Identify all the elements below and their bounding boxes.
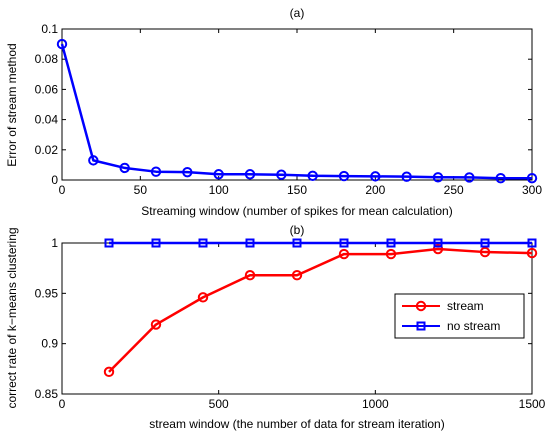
- y-tick-label: 0.02: [35, 143, 59, 157]
- data-point: [245, 238, 255, 248]
- y-tick-label: 0.08: [35, 52, 59, 66]
- y-tick-label: 0: [51, 173, 58, 187]
- y-tick-label: 1: [51, 236, 58, 250]
- y-tick-label: 0.85: [35, 387, 59, 401]
- data-point: [433, 238, 443, 248]
- chart-b-ylabel: correct rate of k−means clustering: [5, 227, 19, 408]
- series-line: [60, 43, 532, 180]
- data-point: [182, 166, 193, 178]
- data-point: [119, 162, 130, 174]
- x-tick-label: 200: [365, 183, 385, 197]
- y-tick-label: 0.9: [41, 337, 58, 351]
- y-tick-label: 0.1: [41, 22, 58, 36]
- data-point: [338, 170, 350, 182]
- data-point: [88, 155, 99, 166]
- data-point: [56, 38, 68, 50]
- series-line: [108, 247, 533, 373]
- x-tick-label: 150: [287, 183, 307, 197]
- data-point: [291, 270, 303, 281]
- y-tick-label: 0.04: [35, 113, 59, 127]
- chart-a-title: (a): [290, 6, 305, 20]
- data-point: [244, 270, 256, 281]
- x-tick-label: 50: [134, 183, 148, 197]
- data-point: [307, 170, 318, 181]
- legend-label-no-stream: no stream: [447, 319, 500, 333]
- legend-marker-stream: [415, 300, 427, 312]
- chart-b-title: (b): [290, 223, 305, 237]
- data-point: [198, 238, 208, 248]
- chart-a-xlabel: Streaming window (number of spikes for m…: [141, 204, 452, 218]
- y-tick-label: 0.95: [35, 286, 59, 300]
- chart-a-ylabel: Error of stream method: [5, 43, 19, 166]
- data-point: [480, 238, 490, 248]
- data-point: [150, 166, 162, 177]
- x-tick-label: 250: [444, 183, 464, 197]
- data-point: [151, 238, 161, 248]
- data-point: [276, 169, 287, 180]
- chart-a-ticks: 0 50 100 150 200 250 300 0 0.02 0.04 0.06 0.08 0.1: [35, 22, 543, 197]
- data-point: [526, 172, 538, 184]
- x-tick-label: 500: [209, 397, 229, 411]
- x-tick-label: 0: [59, 183, 66, 197]
- data-point: [292, 238, 302, 248]
- legend-marker-no-stream: [416, 321, 426, 331]
- chart-b: (b) 0 500 1000 1500 0.85 0.9 0.95 1 stream wind…: [5, 223, 546, 431]
- data-point: [526, 247, 538, 259]
- data-point: [197, 292, 209, 303]
- x-tick-label: 0: [59, 397, 66, 411]
- legend-box: [394, 293, 525, 339]
- data-point: [213, 169, 224, 180]
- legend-entry-stream: stream: [402, 299, 484, 313]
- data-point: [432, 172, 444, 183]
- data-point: [527, 238, 537, 248]
- data-point: [338, 248, 350, 260]
- x-tick-label: 100: [209, 183, 229, 197]
- chart-a: (a) 0 50 100 150 200 250 30000.020.040.060.080…: [5, 6, 542, 218]
- data-point: [479, 246, 491, 258]
- chart-b-series: [103, 238, 538, 378]
- x-tick-label: 300: [522, 183, 542, 197]
- chart-b-xlabel: stream window (the number of data for st…: [149, 417, 444, 431]
- data-point: [150, 319, 162, 330]
- data-point: [464, 172, 475, 183]
- data-point: [339, 238, 349, 248]
- data-point: [370, 171, 381, 182]
- data-point: [103, 366, 115, 378]
- y-tick-label: 0.06: [35, 82, 59, 96]
- data-point: [386, 238, 396, 248]
- data-point: [244, 169, 256, 180]
- chart-a-series: [56, 38, 538, 184]
- chart-a-plot-area: [61, 28, 533, 181]
- legend-entry-no-stream: no stream: [402, 319, 500, 333]
- data-point: [401, 171, 412, 182]
- chart-b-legend: stream no stream: [394, 293, 525, 339]
- data-point: [432, 243, 444, 255]
- x-tick-label: 1000: [362, 397, 389, 411]
- x-tick-label: 1500: [519, 397, 546, 411]
- data-point: [385, 248, 397, 260]
- legend-label-stream: stream: [447, 299, 484, 313]
- data-point: [104, 238, 114, 248]
- data-point: [495, 172, 506, 184]
